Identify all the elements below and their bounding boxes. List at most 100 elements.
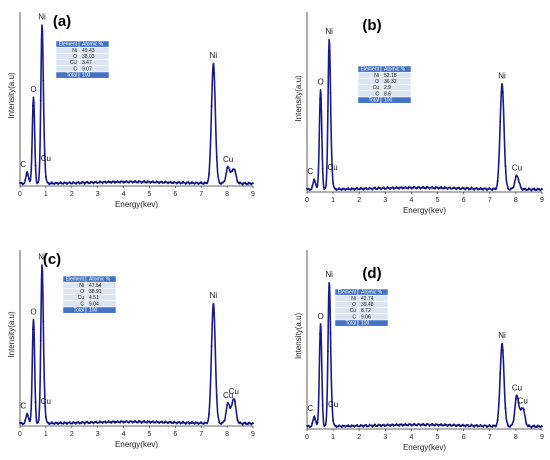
spectrum-point [389,424,392,427]
table-value-cell: 42.74 [361,296,374,302]
spectrum-point [512,186,515,189]
table-value-cell: 38.03 [82,54,95,60]
spectrum-point [151,421,153,423]
spectrum-point [184,182,187,185]
spectrum-point [387,186,389,189]
spectrum-point [345,425,348,428]
table-value-cell: 47.54 [89,283,102,289]
spectrum-point [337,188,340,191]
x-tick-label: 0 [18,191,22,198]
spectrum-point [104,180,107,183]
table-cell [357,319,389,327]
spectrum-point [481,425,483,427]
spectrum-point [114,421,117,423]
x-tick-label: 4 [122,431,126,438]
spectrum-point [319,332,321,335]
spectrum-point [444,423,447,426]
x-tick-label: 1 [44,431,48,438]
spectrum-point [376,425,379,427]
spectrum-point [439,424,442,426]
spectrum-point [86,180,89,183]
table-value-cell: 36.32 [384,79,397,85]
spectrum-point [517,178,520,181]
spectrum-point [528,424,530,427]
spectrum-line [306,38,543,192]
spectrum-point [379,187,382,190]
spectrum-point [353,425,355,428]
spectrum-point [389,187,392,190]
spectrum-point [533,424,536,427]
peak-label: Cu [512,383,522,392]
table-header-cell: Atomic % [82,42,104,48]
spectrum-point [21,183,24,186]
spectrum-point [384,187,387,190]
table-value-cell: 9.07 [82,66,92,72]
spectrum-point [488,187,491,190]
spectrum-point [215,395,218,398]
spectrum-point [522,188,525,190]
spectrum-point [223,419,226,422]
spectrum-point [34,401,37,403]
spectrum-point [101,421,104,424]
spectrum-point [311,422,314,425]
spectrum-point [148,420,151,423]
spectrum-point [231,402,234,404]
spectrum-point [223,180,226,183]
spectrum-point [486,188,489,191]
spectrum-point [104,420,107,423]
spectrum-point [423,424,426,427]
table-value-cell: Ni [351,296,356,302]
spectrum-point [122,181,125,184]
peak-label: O [30,85,36,94]
spectrum-point [192,422,195,425]
peak-label: Cu [518,396,528,405]
peak-label: Cu [327,163,337,172]
table-value-cell: O [73,54,77,60]
composition-table: Element Atomic % Ni 52.18 O 36.32 Cu 2.9 C 8.6 Tot… [357,65,412,104]
spectrum-point [470,423,473,426]
spectrum-point [86,420,89,423]
spectrum-point [101,181,104,184]
table-value-cell: 4.51 [89,295,99,301]
spectrum-point [501,349,504,352]
table-value-cell: 9.04 [89,301,99,307]
table-header-cell: Atomic % [384,67,406,73]
spectrum-point [418,423,421,426]
peak-label: Ni [498,71,506,80]
spectrum-point [156,420,159,423]
spectrum-point [151,181,153,183]
spectrum-point [125,180,128,182]
spectrum-point [138,420,140,422]
spectrum-point [428,187,431,190]
spectrum-point [499,120,502,123]
x-tick-label: 0 [305,434,309,441]
peak-label: Cu [41,397,51,406]
x-tick-label: 1 [331,197,335,204]
spectrum-point [373,423,376,426]
spectrum-point [342,425,345,427]
spectrum-point [78,182,81,185]
spectrum-point [447,187,449,190]
spectrum-point [189,422,192,425]
spectrum-point [236,180,239,183]
spectrum-point [83,422,86,425]
spectrum-point [316,184,319,187]
spectrum-point [171,181,174,184]
spectrum-point [415,187,418,190]
spectrum-point [454,424,457,427]
spectrum-point [478,425,481,428]
spectrum-point [213,71,216,74]
spectrum-point [91,181,94,184]
spectrum-point [52,182,55,185]
spectrum-point [24,419,27,422]
spectrum-point [24,179,27,181]
spectrum-point [239,421,241,424]
spectrum-point [355,187,358,190]
spectrum-point [114,181,117,183]
spectrum-point [326,110,329,112]
spectrum-point [81,180,84,183]
spectrum-point [249,422,252,425]
table-total-cell: 100 [361,321,370,327]
spectrum-point [184,422,187,425]
spectrum-point [171,421,174,424]
